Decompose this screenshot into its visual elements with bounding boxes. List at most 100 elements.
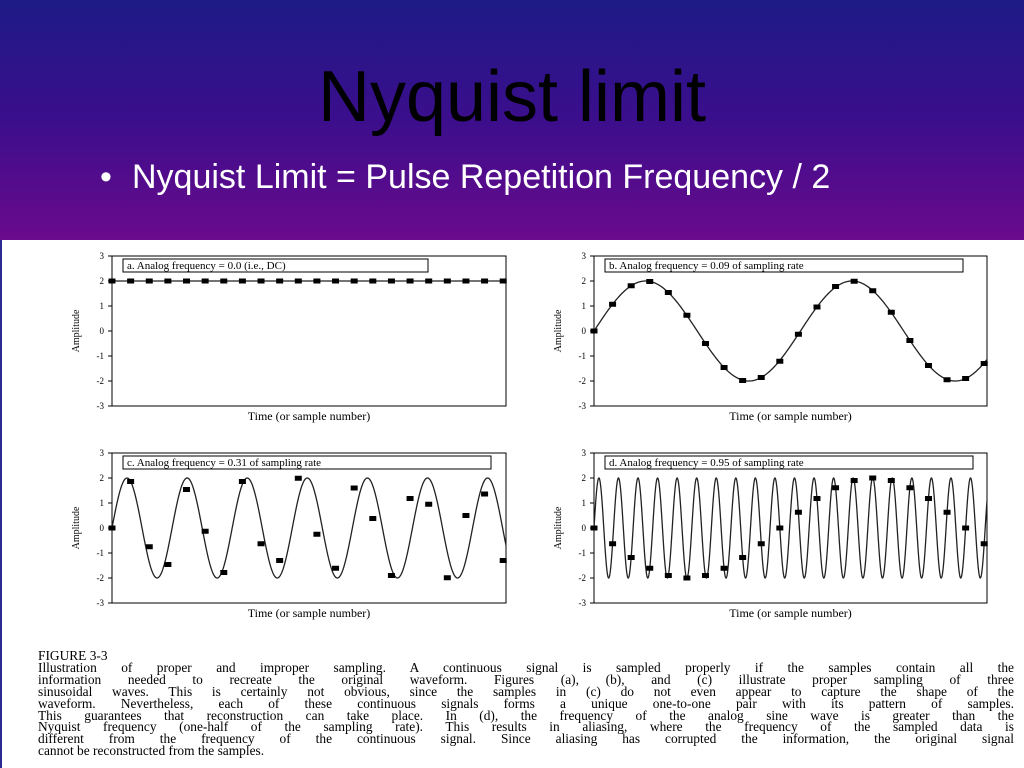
y-tick-label: 0 xyxy=(582,523,587,533)
sample-marker xyxy=(257,278,265,284)
sample-marker xyxy=(962,525,970,531)
sample-marker xyxy=(720,365,728,370)
y-tick-label: 0 xyxy=(582,326,587,336)
caption-line: This guarantees that reconstruction can … xyxy=(38,707,1014,723)
sample-marker xyxy=(369,516,377,521)
panel-title: c. Analog frequency = 0.31 of sampling r… xyxy=(127,457,321,469)
caption-line: different from the frequency of the cont… xyxy=(38,731,1014,747)
y-axis-label: Amplitude xyxy=(553,506,564,549)
sample-marker xyxy=(257,541,265,547)
analog-waveform xyxy=(593,477,988,579)
sample-marker xyxy=(294,278,302,284)
sample-marker xyxy=(164,562,172,567)
sample-marker xyxy=(499,558,507,563)
y-tick-label: -3 xyxy=(97,598,105,608)
y-tick-label: 0 xyxy=(100,523,105,533)
sample-marker xyxy=(332,565,340,571)
panel-title-box xyxy=(604,258,964,273)
y-tick-label: -2 xyxy=(579,376,587,386)
panel-title-box xyxy=(122,455,492,470)
sample-marker xyxy=(462,278,470,284)
sample-marker xyxy=(183,487,191,492)
sample-marker xyxy=(406,278,414,284)
y-tick-label: 2 xyxy=(582,276,587,286)
caption-line: waveform. Nevertheless, each of these co… xyxy=(38,695,1014,711)
y-tick-label: 3 xyxy=(582,448,587,458)
sample-marker xyxy=(962,376,970,381)
y-tick-label: -1 xyxy=(97,351,105,361)
x-axis-label: Time (or sample number) xyxy=(248,606,371,620)
sample-marker xyxy=(627,283,635,289)
sample-marker xyxy=(332,278,340,284)
sample-marker xyxy=(499,278,507,284)
caption-line: Illustration of proper and improper samp… xyxy=(38,659,1014,675)
sample-marker xyxy=(406,496,414,501)
sample-marker xyxy=(739,378,747,383)
y-tick-label: 3 xyxy=(100,251,105,261)
sample-marker xyxy=(646,279,654,284)
y-tick-label: 0 xyxy=(100,326,105,336)
sample-marker xyxy=(369,278,377,284)
y-tick-label: -3 xyxy=(97,401,105,411)
y-tick-label: 1 xyxy=(582,301,587,311)
sample-marker xyxy=(813,304,821,310)
sample-marker xyxy=(609,541,617,547)
sample-marker xyxy=(832,284,840,289)
panel-b: 3 2 1 0 -1 -2 -3 Amplitude Time (or sample numbe… xyxy=(553,251,988,423)
y-tick-label: 2 xyxy=(100,473,105,483)
sample-marker xyxy=(350,485,358,491)
sample-marker xyxy=(294,475,302,481)
sample-marker xyxy=(220,278,228,284)
sample-marker xyxy=(832,485,840,491)
sample-marker xyxy=(238,479,246,484)
caption-line: information needed to recreate the origi… xyxy=(38,671,1014,687)
y-tick-label: -1 xyxy=(579,351,587,361)
plot-frame xyxy=(593,255,988,407)
sample-marker xyxy=(664,290,672,295)
sample-marker xyxy=(238,278,246,284)
slide-bullet: • Nyquist Limit = Pulse Repetition Freque… xyxy=(100,158,830,197)
sample-marker xyxy=(425,278,433,284)
sample-marker xyxy=(443,278,451,284)
figure-plots: 3 2 1 0 -1 -2 -3 Amplitude Time (or sample numbe… xyxy=(71,251,988,620)
x-axis-label: Time (or sample number) xyxy=(729,606,852,620)
y-axis-label: Amplitude xyxy=(71,506,82,549)
panel-c: 3 2 1 0 -1 -2 -3 Amplitude Time (or sample numbe… xyxy=(71,448,507,620)
analog-waveform xyxy=(111,477,507,579)
sample-marker xyxy=(757,541,765,547)
y-tick-label: -1 xyxy=(97,548,105,558)
sample-marker xyxy=(924,496,932,501)
sample-marker xyxy=(794,331,802,337)
y-tick-label: 1 xyxy=(100,301,105,311)
sample-marker xyxy=(164,278,172,284)
panel-d: 3 2 1 0 -1 -2 -3 Amplitude Time (or sample numbe… xyxy=(553,448,988,620)
sample-marker xyxy=(869,288,877,294)
y-tick-label: -2 xyxy=(97,376,105,386)
caption-line: sinusoidal waves. This is certainly not … xyxy=(38,683,1014,699)
sample-marker xyxy=(701,573,709,578)
sample-marker xyxy=(943,377,951,383)
sample-marker xyxy=(683,575,691,581)
y-tick-label: -3 xyxy=(579,598,587,608)
panel-title-box xyxy=(604,455,974,470)
sample-marker xyxy=(127,278,135,284)
y-tick-label: -2 xyxy=(97,573,105,583)
y-tick-label: -2 xyxy=(579,573,587,583)
bullet-text: Nyquist Limit = Pulse Repetition Frequen… xyxy=(132,158,831,196)
caption-line: cannot be reconstructed from the samples… xyxy=(38,743,265,759)
panel-title-box xyxy=(122,258,429,273)
sample-marker xyxy=(220,570,228,575)
y-axis-label: Amplitude xyxy=(71,309,82,352)
sample-marker xyxy=(980,541,988,547)
sample-marker xyxy=(481,278,489,284)
sample-marker xyxy=(145,544,153,550)
sample-marker xyxy=(108,525,116,531)
y-tick-label: -3 xyxy=(579,401,587,411)
sample-marker xyxy=(943,509,951,515)
y-axis-label: Amplitude xyxy=(553,309,564,352)
sample-marker xyxy=(850,278,858,284)
y-tick-label: 3 xyxy=(100,448,105,458)
sample-marker xyxy=(201,528,209,534)
sample-marker xyxy=(108,278,116,284)
y-tick-label: 3 xyxy=(582,251,587,261)
